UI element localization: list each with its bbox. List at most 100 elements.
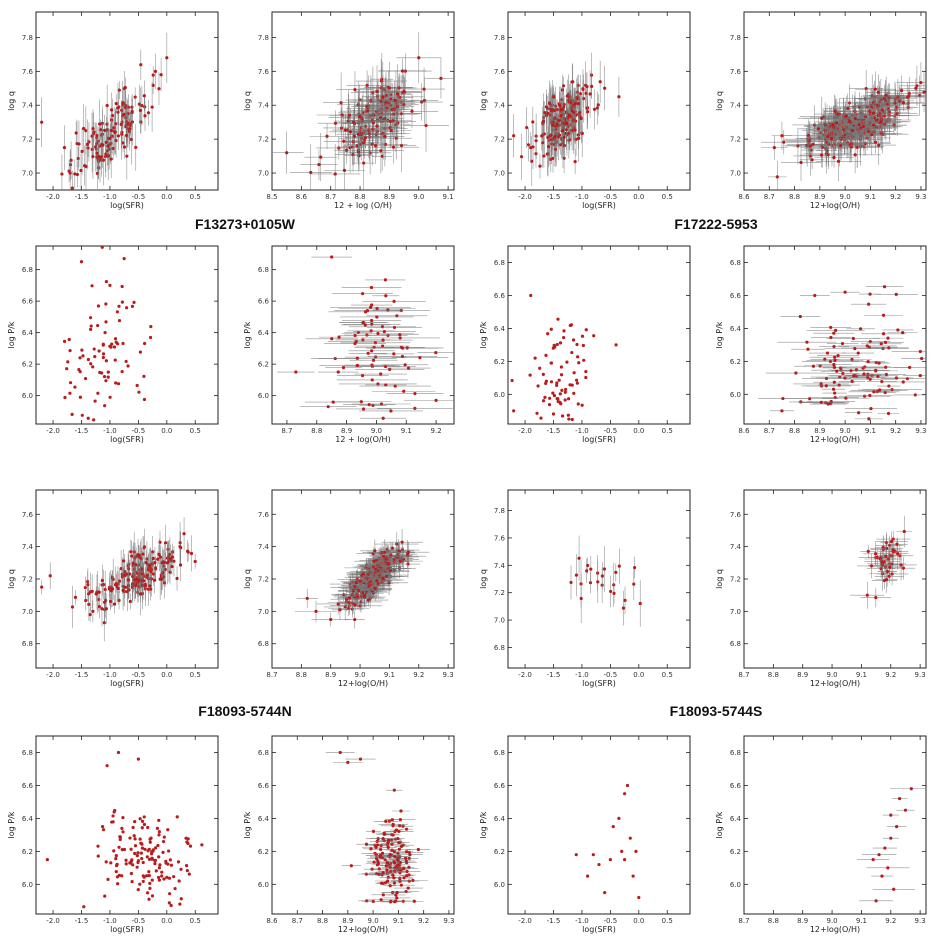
panel-grid: -2.0 -1.5 -1.0 -0.5 0.0 0.5 7.0 7.2 7.4 7.6 7.8 log… xyxy=(7,11,927,934)
data-point xyxy=(862,372,866,376)
data-point xyxy=(617,95,621,99)
data-point xyxy=(70,412,74,416)
x-tick-label: 0.5 xyxy=(662,671,673,679)
data-point xyxy=(861,124,866,129)
data-point xyxy=(366,351,370,355)
data-point xyxy=(873,552,878,556)
data-point xyxy=(380,344,385,348)
data-point xyxy=(369,847,373,851)
data-point xyxy=(836,159,841,163)
data-point xyxy=(83,585,87,590)
data-point xyxy=(839,143,843,148)
data-point xyxy=(525,125,529,130)
data-point xyxy=(369,329,373,333)
data-point xyxy=(834,121,839,125)
data-point xyxy=(384,93,388,97)
data-point xyxy=(108,599,113,604)
data-point xyxy=(906,95,910,99)
data-point xyxy=(96,844,100,848)
data-point xyxy=(396,856,400,861)
data-point xyxy=(880,379,884,384)
data-point xyxy=(533,356,537,360)
x-tick-label: 9.1 xyxy=(401,427,412,435)
data-point xyxy=(829,335,833,340)
data-point xyxy=(101,143,105,147)
data-point xyxy=(142,815,146,819)
data-point xyxy=(146,849,150,853)
data-point xyxy=(118,835,122,839)
data-point xyxy=(153,861,157,866)
data-point xyxy=(347,600,351,605)
y-tick-label: 7.8 xyxy=(258,34,269,42)
data-point xyxy=(805,340,809,344)
data-point xyxy=(151,572,156,576)
x-tick-label: 8.9 xyxy=(814,193,825,201)
data-point xyxy=(87,602,91,606)
x-tick-label: 9.3 xyxy=(915,427,926,435)
data-point xyxy=(799,160,803,165)
data-point xyxy=(588,581,593,585)
y-tick-label: 7.6 xyxy=(22,511,34,519)
y-axis-label: log q xyxy=(243,569,252,589)
data-point xyxy=(166,828,170,832)
data-point xyxy=(880,563,885,567)
data-point xyxy=(555,381,559,385)
data-point xyxy=(540,134,544,138)
x-tick-label: 0.0 xyxy=(633,671,644,679)
data-point xyxy=(577,556,581,560)
data-point xyxy=(424,123,428,128)
data-point xyxy=(544,353,548,358)
data-point xyxy=(876,90,880,94)
data-point xyxy=(120,369,124,374)
data-point xyxy=(103,154,108,159)
data-point xyxy=(165,561,169,565)
data-point xyxy=(319,155,323,159)
data-point xyxy=(157,855,161,859)
data-point xyxy=(368,305,373,309)
data-point xyxy=(553,147,558,151)
data-point xyxy=(105,764,109,768)
data-point xyxy=(592,334,596,338)
plot-frame xyxy=(35,245,219,425)
y-tick-label: 6.0 xyxy=(22,392,33,400)
data-point xyxy=(188,844,193,848)
data-point xyxy=(45,858,49,862)
data-point xyxy=(880,560,884,564)
data-point xyxy=(393,869,397,873)
data-point xyxy=(114,122,118,126)
data-point xyxy=(146,111,151,115)
data-point xyxy=(168,892,172,896)
data-point xyxy=(147,897,151,901)
data-point xyxy=(547,101,552,105)
data-point xyxy=(141,552,145,556)
data-point xyxy=(857,411,861,415)
data-point xyxy=(110,134,114,138)
data-point xyxy=(379,881,384,885)
x-tick-label: 9.2 xyxy=(431,427,442,435)
x-axis-label: 12+log(O/H) xyxy=(810,201,860,210)
data-point xyxy=(336,602,340,606)
y-tick-label: 6.2 xyxy=(22,848,33,856)
x-tick-label: 9.1 xyxy=(443,193,454,201)
data-point xyxy=(371,590,375,594)
data-point xyxy=(77,368,81,372)
data-point xyxy=(389,128,393,133)
x-tick-label: 9.3 xyxy=(915,671,926,679)
data-point xyxy=(406,562,410,566)
data-point xyxy=(158,863,162,867)
data-point xyxy=(563,390,567,394)
data-point xyxy=(832,362,836,367)
data-point xyxy=(138,592,143,596)
data-point xyxy=(128,123,132,128)
data-point xyxy=(63,395,67,400)
data-point xyxy=(819,400,823,404)
data-point xyxy=(138,817,142,821)
data-point xyxy=(168,858,173,862)
data-point xyxy=(136,888,140,892)
data-point xyxy=(370,322,374,326)
data-point xyxy=(120,108,124,112)
data-point xyxy=(131,825,135,830)
data-point xyxy=(836,353,840,358)
x-tick-label: -2.0 xyxy=(46,917,60,925)
y-tick-label: 6.8 xyxy=(730,259,741,267)
